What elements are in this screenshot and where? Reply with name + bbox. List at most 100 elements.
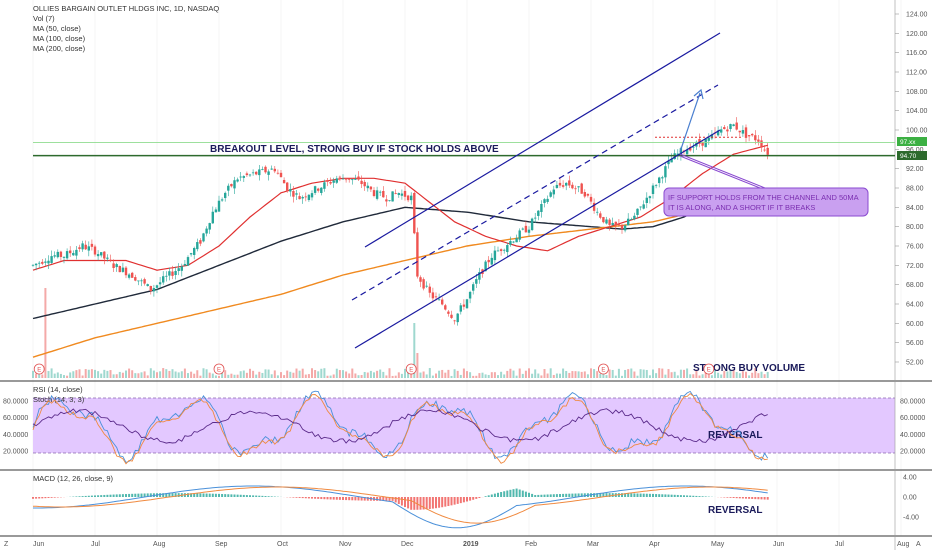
volume-bar — [630, 368, 633, 378]
volume-bar — [431, 375, 434, 378]
volume-bar — [751, 372, 754, 378]
volume-bar — [661, 368, 664, 378]
volume-bar — [140, 372, 143, 378]
volume-bar — [645, 369, 648, 378]
volume-bar — [698, 375, 701, 378]
volume-bar — [444, 372, 447, 378]
macd-hist-bar — [729, 497, 732, 498]
volume-bar — [221, 370, 224, 378]
volume-bar — [41, 374, 44, 378]
volume-bar — [469, 372, 472, 378]
macd-hist-bar — [608, 493, 611, 497]
macd-hist-bar — [735, 497, 738, 499]
volume-bar — [729, 369, 732, 378]
volume-bar — [385, 375, 388, 378]
candle-body — [382, 191, 385, 198]
macd-hist-bar — [506, 490, 509, 497]
candle-body — [599, 213, 602, 218]
volume-bar — [472, 375, 475, 378]
candle-body — [546, 198, 549, 202]
corner-label-left[interactable]: Z — [4, 541, 9, 548]
macd-hist-bar — [196, 493, 199, 497]
candle-body — [760, 140, 763, 148]
candle-body — [118, 266, 121, 273]
volume-bar — [534, 369, 537, 378]
rsi-band — [33, 398, 895, 453]
macd-hist-bar — [338, 497, 341, 500]
macd-hist-bar — [143, 493, 146, 497]
macd-hist-bar — [686, 495, 689, 497]
volume-bar — [273, 370, 276, 378]
macd-hist-bar — [596, 493, 599, 497]
macd-hist-bar — [394, 497, 397, 503]
volume-bar — [435, 373, 437, 378]
corner-label-right[interactable]: A — [916, 541, 921, 548]
candle-body — [685, 149, 689, 155]
macd-hist-bar — [416, 497, 419, 510]
volume-bar — [487, 374, 490, 378]
macd-hist-bar — [224, 494, 227, 497]
candle-body — [651, 185, 655, 195]
macd-hist-bar — [732, 497, 735, 498]
volume-bar — [515, 375, 518, 378]
time-axis[interactable]: Jun Jul Aug Sep Oct Nov Dec 2019 Feb Mar Apr May Jun… — [33, 541, 932, 548]
macd-reversal-annotation[interactable]: REVERSAL — [708, 505, 762, 516]
volume-bar — [338, 370, 341, 378]
volume-bar — [555, 373, 558, 378]
rsi-label: RSI (14, close) — [33, 385, 83, 394]
macd-hist-bar — [624, 493, 627, 497]
macd-hist-bar — [342, 497, 344, 500]
price-axis[interactable]: 52.00 56.00 60.00 64.00 68.00 72.00 76.00 80.00… — [895, 12, 928, 367]
volume-bar — [174, 371, 177, 378]
volume-bar — [205, 369, 208, 378]
volume-bar — [134, 373, 137, 378]
channel-upper-line — [364, 32, 721, 248]
macd-hist-bar — [165, 493, 168, 497]
earnings-marker-label: E — [37, 368, 41, 374]
rsi-reversal-annotation[interactable]: REVERSAL — [708, 430, 762, 441]
volume-annotation[interactable]: STRONG BUY VOLUME — [693, 363, 805, 374]
time-tick-label: Jun — [33, 541, 44, 548]
macd-signal-line — [32, 486, 768, 524]
candle-body — [233, 180, 236, 189]
macd-hist-bar — [695, 495, 698, 497]
volume-bar — [633, 371, 636, 378]
volume-bar — [506, 370, 509, 378]
volume-bar — [112, 374, 115, 378]
candle-body — [406, 195, 410, 201]
volume-bar — [577, 371, 580, 378]
volume-bar — [416, 353, 419, 378]
volume-bar — [438, 370, 441, 378]
volume-bar — [391, 375, 394, 378]
volume-bar — [214, 375, 217, 378]
candle-body — [701, 141, 704, 146]
candle-body — [416, 232, 419, 277]
candle-body — [707, 137, 710, 141]
green-price-tag-text: 97.xx — [900, 139, 916, 146]
volume-bar — [670, 372, 673, 378]
candle-body — [47, 260, 50, 264]
macd-hist-bar — [258, 495, 261, 497]
macd-hist-bar — [115, 494, 118, 497]
volume-bar — [168, 370, 171, 378]
macd-hist-bar — [332, 497, 335, 500]
volume-bar — [146, 375, 149, 378]
macd-hist-bar — [630, 493, 633, 497]
macd-hist-bar — [453, 497, 456, 505]
earnings-marker-label: E — [409, 368, 413, 374]
macd-hist-bar — [428, 497, 431, 509]
candle-body — [552, 189, 555, 195]
candle-body — [323, 182, 326, 189]
macd-hist-bar — [360, 497, 363, 501]
breakout-annotation[interactable]: BREAKOUT LEVEL, STRONG BUY IF STOCK HOLD… — [210, 144, 499, 155]
note-box[interactable] — [663, 187, 869, 217]
volume-bar — [363, 371, 366, 378]
volume-bar — [118, 371, 121, 378]
macd-hist-bar — [633, 493, 636, 497]
volume-bar — [280, 372, 282, 378]
volume-bar — [652, 369, 654, 378]
macd-hist-bar — [627, 493, 630, 497]
macd-hist-bar — [121, 494, 124, 497]
